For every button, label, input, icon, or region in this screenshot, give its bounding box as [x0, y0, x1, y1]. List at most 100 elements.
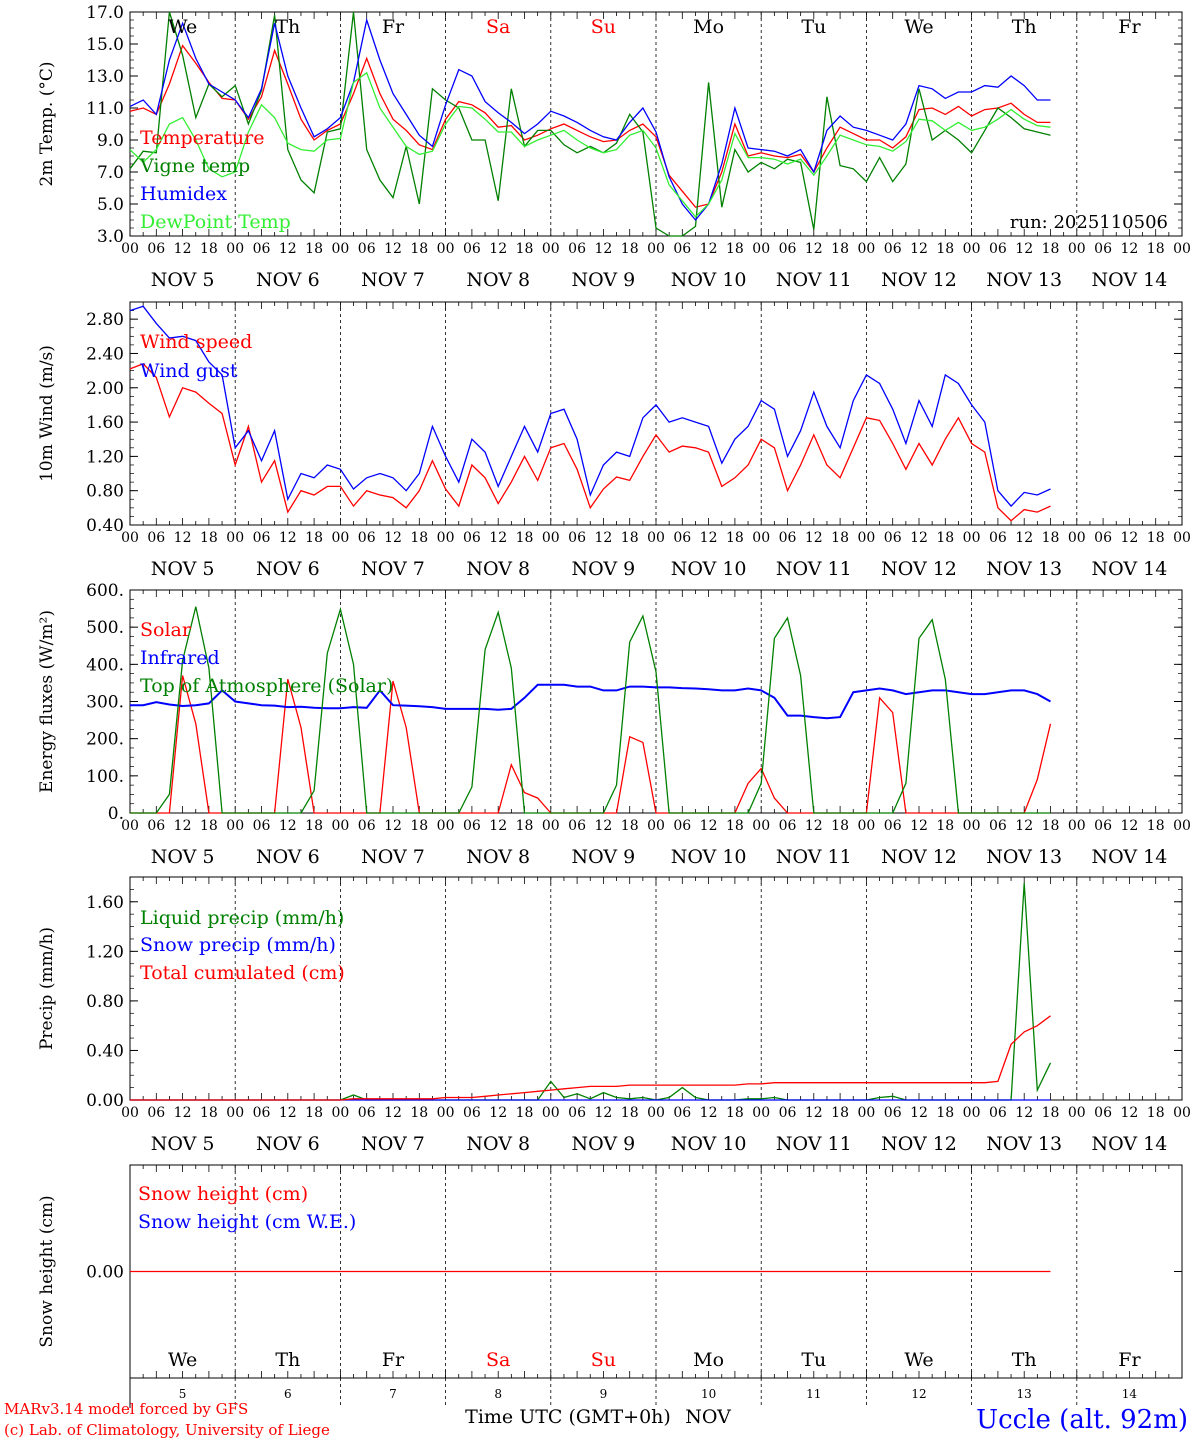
day-number: 14 — [1122, 1387, 1138, 1401]
hour-label: 00 — [121, 530, 139, 546]
date-label: NOV 8 — [466, 1133, 530, 1155]
hour-label: 00 — [857, 1105, 875, 1121]
y-tick-label: 11.0 — [86, 99, 124, 119]
y-tick-label: 3.0 — [97, 227, 124, 247]
hour-label: 12 — [594, 241, 612, 257]
hour-label: 18 — [200, 241, 218, 257]
station-name: Uccle (alt. 92m) — [976, 1405, 1188, 1435]
legend-entry: Vigne temp — [139, 155, 250, 177]
hour-label: 12 — [805, 818, 823, 834]
hour-label: 18 — [516, 530, 534, 546]
hour-label: 06 — [673, 530, 691, 546]
hour-label: 18 — [1147, 241, 1165, 257]
hour-label: 06 — [1094, 818, 1112, 834]
hour-label: 12 — [489, 818, 507, 834]
day-name: Fr — [382, 16, 405, 38]
hour-label: 06 — [884, 530, 902, 546]
day-number: 7 — [389, 1387, 397, 1401]
y-tick-label: 0.40 — [86, 516, 124, 536]
day-name: We — [168, 1349, 197, 1371]
date-label: NOV 13 — [986, 1133, 1062, 1155]
legend-entry: Snow height (cm) — [138, 1183, 308, 1205]
hour-label: 12 — [805, 530, 823, 546]
hour-label: 00 — [121, 241, 139, 257]
hour-label: 12 — [174, 818, 192, 834]
hour-label: 18 — [1042, 241, 1060, 257]
day-name: We — [904, 16, 933, 38]
date-label: NOV 7 — [361, 1133, 425, 1155]
hour-label: 12 — [489, 241, 507, 257]
legend-entry: Wind gust — [140, 360, 238, 382]
hour-label: 00 — [121, 818, 139, 834]
legend-entry: Liquid precip (mm/h) — [140, 907, 344, 929]
hour-label: 06 — [779, 1105, 797, 1121]
date-label: NOV 6 — [256, 269, 320, 291]
hour-label: 12 — [384, 530, 402, 546]
date-label: NOV 10 — [671, 1133, 747, 1155]
hour-label: 18 — [936, 241, 954, 257]
hour-label: 06 — [463, 530, 481, 546]
hour-label: 00 — [1068, 241, 1086, 257]
hour-label: 18 — [1042, 1105, 1060, 1121]
hour-label: 06 — [1094, 241, 1112, 257]
y-tick-label: 17.0 — [86, 3, 124, 23]
hour-label: 18 — [305, 241, 323, 257]
date-label: NOV 7 — [361, 269, 425, 291]
hour-label: 00 — [542, 530, 560, 546]
hour-label: 06 — [673, 241, 691, 257]
hour-label: 12 — [910, 530, 928, 546]
hour-label: 12 — [594, 1105, 612, 1121]
series-line-wind-speed — [129, 363, 1051, 522]
date-label: NOV 9 — [572, 558, 636, 580]
series-line-infrared — [130, 683, 1051, 720]
hour-label: 18 — [1147, 530, 1165, 546]
hour-label: 06 — [989, 1105, 1007, 1121]
hour-label: 06 — [253, 241, 271, 257]
hour-label: 12 — [279, 530, 297, 546]
hour-label: 06 — [989, 241, 1007, 257]
hour-label: 00 — [1173, 241, 1191, 257]
hour-label: 12 — [1120, 530, 1138, 546]
hour-label: 00 — [226, 241, 244, 257]
hour-label: 06 — [463, 818, 481, 834]
y-tick-label: 400. — [86, 655, 124, 675]
date-label: NOV 5 — [151, 269, 215, 291]
date-label: NOV 10 — [671, 269, 747, 291]
hour-label: 06 — [463, 1105, 481, 1121]
date-label: NOV 13 — [986, 558, 1062, 580]
hour-label: 00 — [437, 530, 455, 546]
hour-label: 18 — [305, 818, 323, 834]
hour-label: 00 — [1068, 818, 1086, 834]
hour-label: 18 — [1042, 530, 1060, 546]
hour-label: 18 — [726, 241, 744, 257]
date-label: NOV 5 — [151, 1133, 215, 1155]
day-name: Mo — [693, 1349, 724, 1371]
y-tick-label: 0.80 — [86, 482, 124, 502]
hour-label: 12 — [174, 1105, 192, 1121]
hour-label: 12 — [805, 241, 823, 257]
hour-label: 06 — [989, 818, 1007, 834]
y-tick-label: 2.00 — [86, 379, 124, 399]
hour-label: 00 — [437, 241, 455, 257]
hour-label: 12 — [384, 241, 402, 257]
hour-label: 00 — [437, 1105, 455, 1121]
date-label: NOV 12 — [881, 558, 957, 580]
date-label: NOV 9 — [572, 846, 636, 868]
legend-entry: Solar — [140, 619, 192, 641]
hour-label: 00 — [752, 530, 770, 546]
hour-label: 00 — [1173, 530, 1191, 546]
hour-label: 00 — [331, 530, 349, 546]
hour-label: 06 — [147, 530, 165, 546]
series-line-total-cumulated-cm- — [130, 1015, 1051, 1101]
hour-label: 06 — [253, 1105, 271, 1121]
hour-label: 18 — [516, 1105, 534, 1121]
y-tick-label: 7.0 — [97, 163, 124, 183]
hour-label: 12 — [700, 530, 718, 546]
day-number: 10 — [701, 1387, 716, 1401]
y-tick-label: 2.80 — [86, 310, 124, 330]
series-line-top-of-atmosphere-solar- — [130, 606, 1051, 814]
hour-label: 06 — [884, 241, 902, 257]
hour-label: 06 — [463, 241, 481, 257]
hour-label: 00 — [963, 241, 981, 257]
day-name: We — [904, 1349, 933, 1371]
